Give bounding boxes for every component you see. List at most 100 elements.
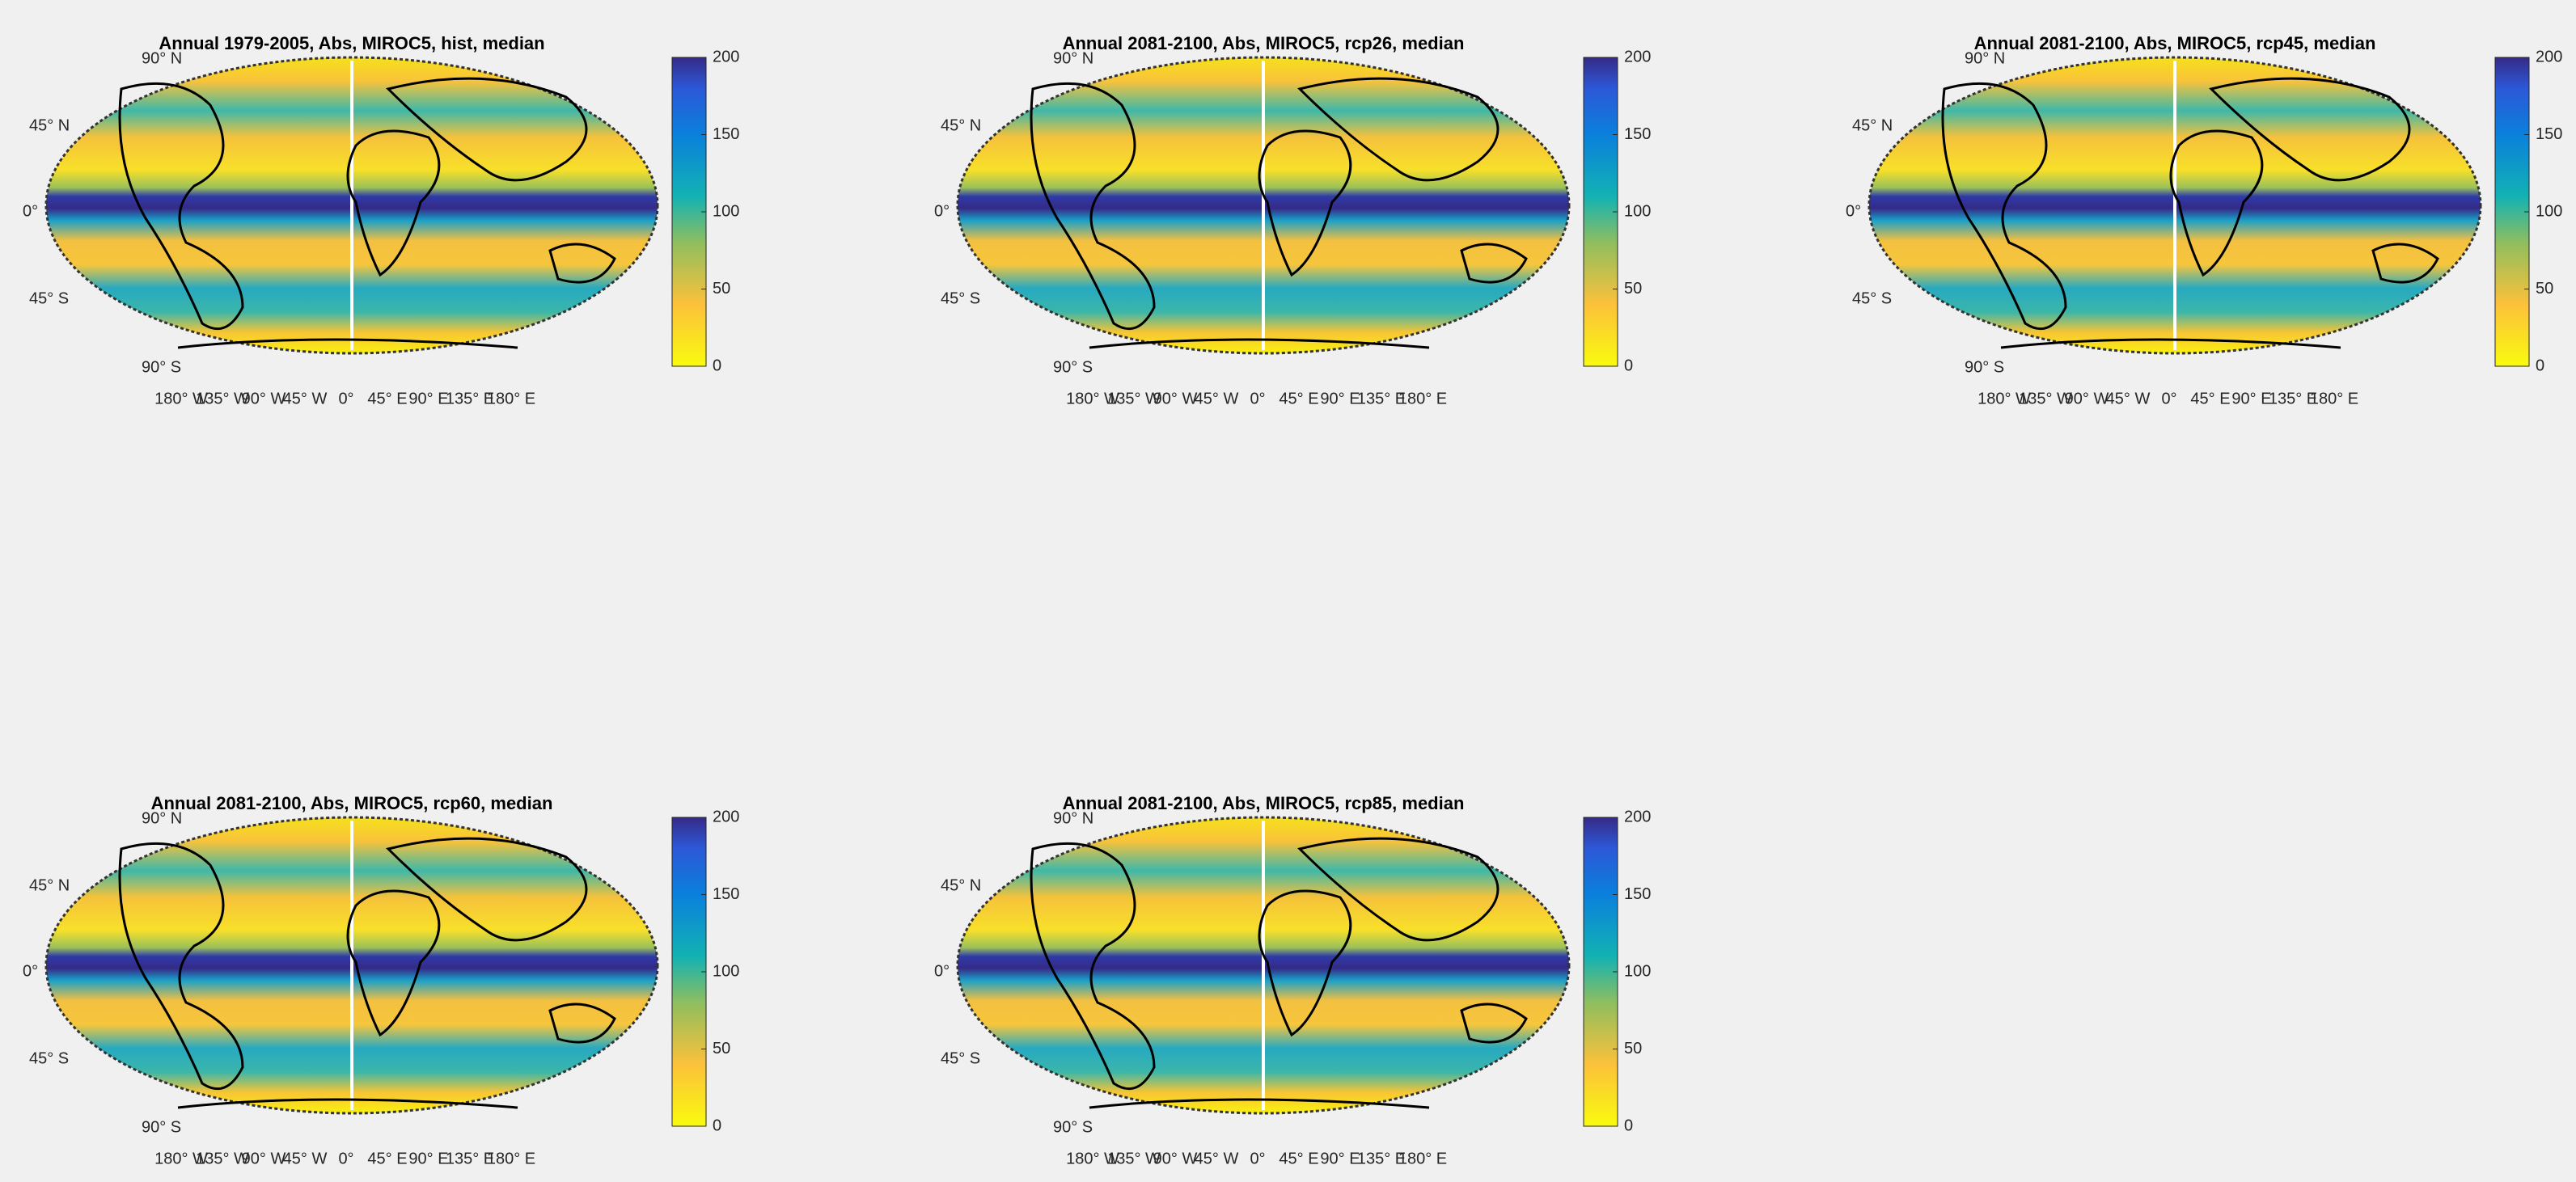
lon-label: 180° W [1066,390,1119,407]
map-panel: Annual 2081-2100, Abs, MIROC5, rcp85, me… [934,793,1651,1167]
panel-title: Annual 2081-2100, Abs, MIROC5, rcp60, me… [151,793,553,813]
lon-label: 90° E [2231,390,2271,407]
lon-label: 0° [1250,390,1265,407]
lat-label: 90° N [142,809,182,827]
colorbar-tick-label: 150 [713,885,739,903]
lon-label: 45° E [367,1150,407,1167]
lon-label: 180° E [487,390,535,407]
lon-label: 135° E [1357,1150,1406,1167]
colorbar-tick-label: 100 [713,202,739,220]
panel-title: Annual 2081-2100, Abs, MIROC5, rcp26, me… [1063,33,1465,53]
lon-label: 180° E [487,1150,535,1167]
lon-label: 135° W [196,390,249,407]
lon-label: 45° E [367,390,407,407]
panel-title: Annual 2081-2100, Abs, MIROC5, rcp85, me… [1063,793,1465,813]
lon-label: 135° W [196,1150,249,1167]
continent-outline [2000,338,2341,349]
colorbar-tick-label: 150 [1624,125,1651,143]
lat-label: 90° N [142,49,182,67]
lat-label: 90° S [142,358,181,376]
colorbar-tick-label: 0 [1624,357,1633,374]
lon-label: 90° W [2065,390,2109,407]
colorbar-tick-label: 200 [1624,48,1651,65]
colorbar-tick-label: 200 [1624,808,1651,825]
colorbar-tick-label: 150 [1624,885,1651,903]
lon-label: 135° W [1107,390,1161,407]
lon-label: 180° W [154,390,208,407]
lon-label: 90° W [242,390,286,407]
colorbar-tick-label: 50 [1624,280,1642,298]
lon-label: 90° W [242,1150,286,1167]
colorbar-tick-label: 150 [2536,125,2562,143]
continent-outline [1258,77,1528,284]
colorbar [1583,57,1618,367]
lon-label: 45° E [1279,390,1318,407]
lat-label: 90° S [1053,358,1093,376]
colorbar-tick-label: 0 [1624,1117,1633,1134]
lon-label: 0° [338,1150,353,1167]
panel-title: Annual 1979-2005, Abs, MIROC5, hist, med… [159,33,544,53]
lat-label: 45° S [941,1049,980,1067]
lon-label: 45° W [283,1150,328,1167]
lat-label: 90° N [1053,809,1093,827]
lat-label: 90° N [1965,49,2005,67]
lat-label: 45° S [1852,289,1892,307]
lat-label: 45° N [29,116,70,134]
lon-label: 0° [2161,390,2176,407]
map-panel: Annual 1979-2005, Abs, MIROC5, hist, med… [23,33,739,407]
lon-label: 180° W [1977,390,2031,407]
colorbar-tick-label: 0 [713,1117,721,1134]
lat-label: 0° [934,202,950,220]
lon-label: 135° W [1107,1150,1161,1167]
colorbar-tick-label: 50 [713,280,730,298]
lon-label: 180° W [154,1150,208,1167]
lon-label: 135° W [2019,390,2072,407]
continent-outline [1089,338,1430,349]
lon-label: 135° E [446,390,494,407]
colorbar [671,817,707,1127]
colorbar-tick-label: 50 [2536,280,2553,298]
lon-label: 45° W [1195,390,1239,407]
continent-outline [118,82,244,331]
lat-label: 0° [1846,202,1861,220]
lon-label: 135° E [2269,390,2317,407]
continent-outline [1030,842,1156,1091]
colorbar-tick-label: 100 [1624,202,1651,220]
continent-outline [177,338,518,349]
lat-label: 90° N [1053,49,1093,67]
panel-title: Annual 2081-2100, Abs, MIROC5, rcp45, me… [1974,33,2376,53]
lon-label: 45° W [1195,1150,1239,1167]
lat-label: 45° N [1852,116,1893,134]
lon-label: 90° E [1320,1150,1360,1167]
lon-label: 45° E [1279,1150,1318,1167]
colorbar-tick-label: 200 [713,48,739,65]
colorbar-tick-label: 0 [713,357,721,374]
colorbar-tick-label: 100 [713,962,739,980]
lon-label: 180° E [1398,1150,1447,1167]
lat-label: 90° S [142,1118,181,1136]
lon-label: 45° W [283,390,328,407]
lat-label: 45° S [29,289,69,307]
continent-outline [346,77,616,284]
lon-label: 90° W [1153,390,1198,407]
lat-label: 45° N [29,876,70,894]
colorbar-tick-label: 100 [2536,202,2562,220]
lon-label: 45° E [2190,390,2230,407]
continent-outline [118,842,244,1091]
colorbar-tick-label: 50 [1624,1040,1642,1057]
colorbar-tick-label: 150 [713,125,739,143]
continent-outline [177,1098,518,1109]
lon-label: 135° E [1357,390,1406,407]
map-panel: Annual 2081-2100, Abs, MIROC5, rcp60, me… [23,793,739,1167]
colorbar [1583,817,1618,1127]
lon-label: 180° W [1066,1150,1119,1167]
continent-outline [346,837,616,1044]
colorbar [671,57,707,367]
colorbar-tick-label: 0 [2536,357,2544,374]
lon-label: 90° E [1320,390,1360,407]
colorbar-tick-label: 200 [2536,48,2562,65]
continent-outline [1258,837,1528,1044]
lon-label: 90° W [1153,1150,1198,1167]
lat-label: 90° S [1965,358,2004,376]
colorbar-tick-label: 100 [1624,962,1651,980]
